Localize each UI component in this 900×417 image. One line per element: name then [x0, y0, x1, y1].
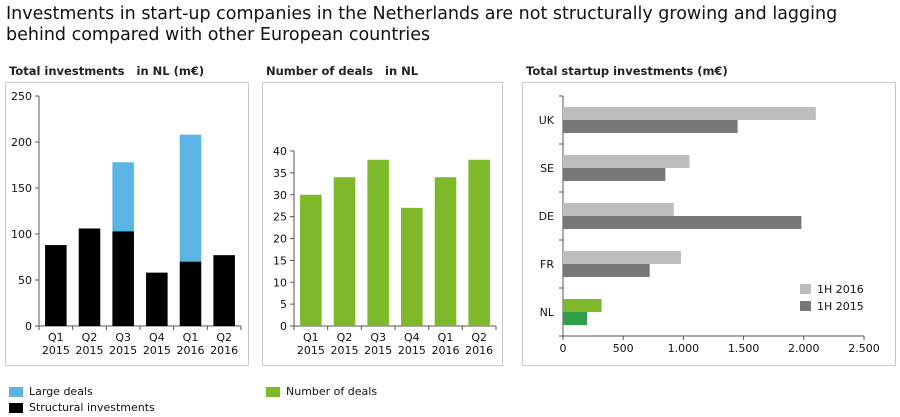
inv-y-tick-label: 0	[25, 320, 32, 333]
total-investments-panel: 0 50 100 150 200 250 Q1 2015 Q2 2015 Q3 2015 Q4 2015 Q…	[5, 82, 249, 366]
startup-bar-1h2015	[563, 216, 802, 229]
legend-deals-label: Number of deals	[286, 385, 378, 398]
deals-y-tick-label: 35	[273, 167, 287, 180]
deals-x-label-year: 2015	[297, 344, 325, 357]
inv-bar-b	[112, 162, 134, 232]
legend-structural: Structural investments	[9, 401, 155, 414]
startup-investments-chart: 0 500 1.000 1.500 2.000 2.500 UK SE DE FR NL 1H 201…	[539, 95, 880, 355]
number-of-deals-title: Number of deals in NL	[266, 64, 419, 78]
deals-x-label-year: 2015	[398, 344, 426, 357]
startup-x-tick-label: 2.500	[848, 342, 880, 355]
deals-bar-a	[367, 159, 389, 326]
inv-bar-a	[146, 272, 168, 326]
page-headline: Investments in start-up companies in the…	[6, 4, 838, 45]
deals-x-label-year: 2016	[432, 344, 460, 357]
inv-x-label-year: 2015	[109, 344, 137, 357]
startup-x-tick-label: 0	[560, 342, 567, 355]
inv-x-label-year: 2015	[143, 344, 171, 357]
inv-x-label-quarter: Q2	[216, 331, 232, 344]
legend-deals-swatch	[266, 386, 280, 397]
inv-x-label-quarter: Q2	[82, 331, 98, 344]
startup-bar-1h2016	[563, 107, 816, 120]
deals-y-tick-label: 5	[280, 298, 287, 311]
inv-bar-a	[45, 245, 67, 326]
deals-x-label-quarter: Q2	[471, 331, 487, 344]
inv-bar-a	[78, 228, 101, 326]
startup-bar-1h2015	[563, 312, 588, 325]
deals-bar-a	[300, 194, 322, 326]
inv-x-label-quarter: Q4	[149, 331, 165, 344]
deals-y-tick-label: 15	[273, 254, 287, 267]
startup-legend-1h2016-label: 1H 2016	[817, 283, 864, 296]
inv-x-label-quarter: Q1	[48, 331, 64, 344]
startup-y-label: UK	[539, 114, 555, 127]
startup-x-tick-label: 1.000	[668, 342, 700, 355]
inv-bar-a	[179, 261, 202, 326]
inv-x-label-year: 2015	[42, 344, 70, 357]
startup-investments-panel: 0 500 1.000 1.500 2.000 2.500 UK SE DE FR NL 1H 201…	[522, 82, 896, 366]
deals-y-tick-label: 25	[273, 211, 287, 224]
legend-large-deals-swatch	[9, 386, 23, 397]
deals-x-label-year: 2015	[364, 344, 392, 357]
deals-x-label-quarter: Q3	[370, 331, 386, 344]
legend-structural-swatch	[9, 402, 23, 413]
deals-bar-a	[434, 177, 457, 326]
inv-bar-b	[179, 134, 202, 262]
inv-bar-a	[213, 255, 235, 326]
deals-y-tick-label: 30	[273, 189, 287, 202]
deals-y-tick-label: 10	[273, 276, 287, 289]
number-of-deals-chart: 0510152025303540Q12015Q22015Q32015Q42015…	[273, 145, 497, 357]
legend-structural-label: Structural investments	[29, 401, 155, 414]
deals-x-label-quarter: Q4	[404, 331, 420, 344]
startup-bar-1h2015	[563, 120, 738, 133]
startup-y-label: DE	[539, 210, 554, 223]
startup-y-label: SE	[540, 162, 554, 175]
deals-bar-a	[333, 177, 356, 326]
startup-x-tick-label: 2.000	[788, 342, 820, 355]
inv-y-tick-label: 100	[11, 228, 32, 241]
inv-x-label-quarter: Q3	[115, 331, 131, 344]
inv-x-label-quarter: Q1	[183, 331, 199, 344]
inv-bar-a	[112, 231, 134, 326]
inv-y-tick-label: 50	[18, 274, 32, 287]
startup-bar-1h2016	[563, 251, 681, 264]
startup-y-label: NL	[540, 306, 555, 319]
inv-y-tick-label: 150	[11, 182, 32, 195]
startup-bar-1h2016	[563, 203, 674, 216]
legend-large-deals-label: Large deals	[29, 385, 93, 398]
startup-bar-1h2015	[563, 168, 666, 181]
startup-bar-1h2016	[563, 299, 602, 312]
deals-y-tick-label: 0	[280, 320, 287, 333]
inv-x-label-year: 2015	[76, 344, 104, 357]
startup-legend-1h2015-label: 1H 2015	[817, 300, 864, 313]
deals-x-label-quarter: Q2	[337, 331, 353, 344]
startup-x-tick-label: 500	[613, 342, 634, 355]
inv-x-label-year: 2016	[210, 344, 238, 357]
deals-bar-a	[468, 159, 490, 326]
inv-y-tick-label: 250	[11, 90, 32, 103]
deals-x-label-quarter: Q1	[303, 331, 319, 344]
deals-x-label-year: 2015	[331, 344, 359, 357]
legend-number-of-deals: Number of deals	[266, 385, 377, 398]
startup-x-tick-label: 1.500	[728, 342, 760, 355]
total-investments-chart: 050100150200250Q12015Q22015Q32015Q42015Q…	[11, 90, 242, 357]
deals-x-label-year: 2016	[465, 344, 493, 357]
startup-legend-1h2016-swatch	[800, 284, 811, 294]
startup-y-label: FR	[540, 258, 554, 271]
number-of-deals-panel: 0 5 10 15 20 25 30 35 40 Q1 2015 Q2 2015 Q3 2015 Q4 2015…	[262, 82, 503, 366]
deals-bar-a	[401, 207, 423, 326]
inv-y-tick-label: 200	[11, 136, 32, 149]
deals-x-label-quarter: Q1	[438, 331, 454, 344]
deals-y-tick-label: 20	[273, 233, 287, 246]
startup-investments-title: Total startup investments (m€)	[526, 64, 728, 78]
legend-large-deals: Large deals	[9, 385, 93, 398]
startup-bar-1h2016	[563, 155, 690, 168]
inv-x-label-year: 2016	[177, 344, 205, 357]
startup-legend-1h2015-swatch	[800, 301, 811, 311]
total-investments-title: Total investments in NL (m€)	[9, 64, 205, 78]
startup-bar-1h2015	[563, 264, 650, 277]
deals-y-tick-label: 40	[273, 145, 287, 158]
